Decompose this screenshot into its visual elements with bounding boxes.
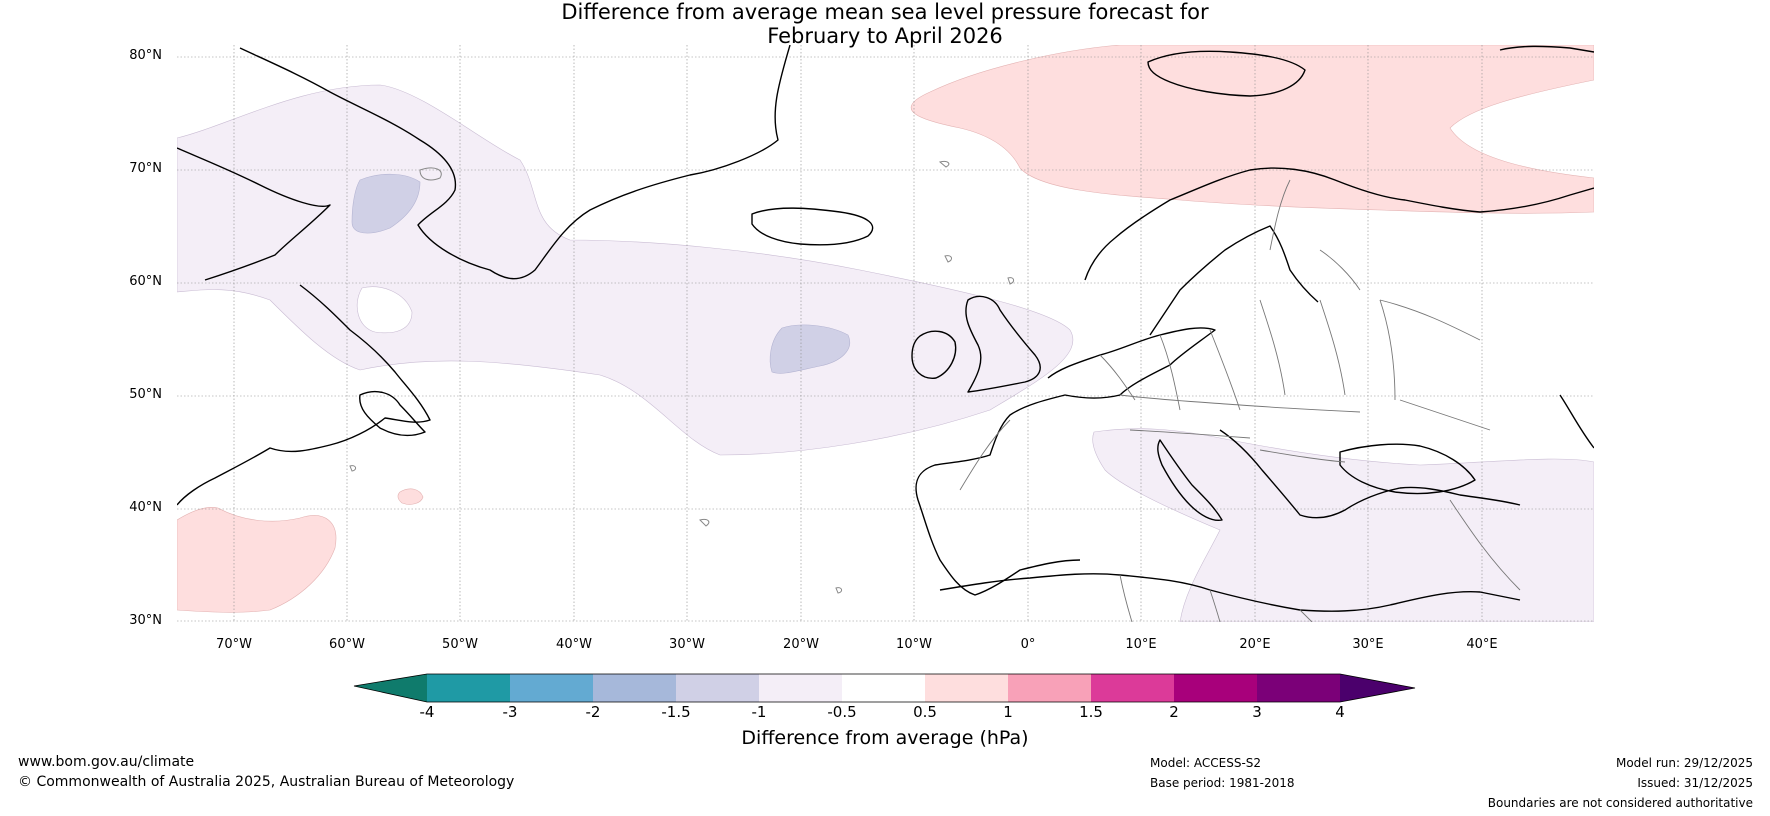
legend-swatch: [759, 674, 842, 702]
legend-swatch: [925, 674, 1008, 702]
lon-label: 20°E: [1239, 637, 1271, 652]
coast-novaya-zemlya: [1499, 45, 1594, 53]
country-borders: [959, 179, 1521, 622]
lon-label: 40°E: [1466, 637, 1498, 652]
legend-outline: [353, 673, 1416, 703]
coast-ireland: [911, 330, 957, 379]
anomaly-weak-negative-labrador: [351, 173, 421, 234]
coast-caspian-east: [1559, 394, 1594, 449]
legend-tick-label: 2: [1169, 703, 1179, 721]
legend-title: Difference from average (hPa): [741, 727, 1029, 749]
legend-tick-label: 1.5: [1079, 703, 1103, 721]
coast-scandinavia: [1084, 167, 1594, 281]
coast-newfoundland: [359, 390, 426, 437]
lat-label: 40°N: [129, 500, 162, 515]
lat-label: 60°N: [129, 274, 162, 289]
legend-tick-label: 4: [1335, 703, 1345, 721]
coast-greenland: [239, 45, 791, 280]
lon-label: 20°W: [783, 637, 819, 652]
footer-issued: Issued: 31/12/2025: [1637, 776, 1753, 790]
lon-label: 0°: [1020, 637, 1036, 652]
coast-iceland: [751, 207, 874, 246]
legend-swatch: [1008, 674, 1091, 702]
lon-label: 70°W: [216, 637, 252, 652]
minor-features: [349, 161, 1015, 594]
coast-svalbard: [1147, 50, 1306, 97]
map-frame: [177, 45, 1594, 622]
coast-great-britain: [965, 295, 1041, 393]
footer-model-run: Model run: 29/12/2025: [1615, 756, 1753, 770]
anomaly-positive-small-cell: [397, 488, 424, 505]
coast-black-sea: [1339, 443, 1476, 495]
lon-label: 50°W: [442, 637, 478, 652]
anomaly-negative-north-atlantic: [177, 84, 1074, 456]
legend-swatch: [593, 674, 676, 702]
graticule: [177, 45, 1594, 622]
footer-base-period: Base period: 1981-2018: [1150, 776, 1295, 790]
footer-disclaimer: Boundaries are not considered authoritat…: [1487, 796, 1753, 810]
lon-label: 60°W: [329, 637, 365, 652]
lon-label: 10°E: [1125, 637, 1157, 652]
anomaly-positive-subtropical-atlantic: [177, 507, 337, 613]
legend-swatch: [1174, 674, 1257, 702]
legend-tick-label: -3: [502, 703, 518, 721]
lon-label: 30°W: [669, 637, 705, 652]
legend-swatch: [676, 674, 759, 702]
anomaly-positive-arctic: [910, 45, 1594, 214]
legend-swatch-lower-extend: [354, 674, 427, 702]
legend-swatch: [842, 674, 925, 702]
legend-swatch-upper-extend: [1340, 674, 1415, 702]
legend-tick-label: -4: [419, 703, 435, 721]
legend-swatch: [1091, 674, 1174, 702]
lon-label: 30°E: [1352, 637, 1384, 652]
legend-tick-label: 0.5: [913, 703, 937, 721]
lat-label: 50°N: [129, 387, 162, 402]
lat-label: 80°N: [129, 48, 162, 63]
coast-sweden-baltic: [1149, 225, 1319, 336]
legend-colorbar: [353, 673, 1416, 703]
map-title: Difference from average mean sea level p…: [0, 0, 1770, 48]
legend-swatch: [510, 674, 593, 702]
footer-model: Model: ACCESS-S2: [1150, 756, 1262, 770]
footer-website: www.bom.gov.au/climate: [18, 754, 195, 770]
coast-labrador: [177, 284, 431, 506]
lon-label: 40°W: [556, 637, 592, 652]
lat-label: 70°N: [129, 161, 162, 176]
legend-tick-label: 1: [1003, 703, 1013, 721]
coastlines: [177, 45, 1594, 612]
lon-label: 10°W: [896, 637, 932, 652]
anomaly-negative-mediterranean: [1092, 428, 1594, 622]
lat-label: 30°N: [129, 613, 162, 628]
coast-balkans: [1219, 429, 1521, 519]
legend-tick-label: -1: [751, 703, 767, 721]
coast-italy: [1157, 439, 1223, 522]
anomaly-neutral-hole: [356, 286, 413, 334]
coast-baffin: [177, 147, 331, 281]
legend-tick-label: -0.5: [827, 703, 857, 721]
anomaly-weak-negative-north-atlantic: [769, 324, 850, 374]
coast-western-europe: [915, 327, 1216, 596]
legend-tick-label: 3: [1252, 703, 1262, 721]
title-line-1: Difference from average mean sea level p…: [561, 0, 1209, 24]
legend-swatch: [1257, 674, 1340, 702]
title-line-2: February to April 2026: [767, 24, 1003, 48]
legend-tick-label: -1.5: [661, 703, 691, 721]
legend-tick-label: -2: [585, 703, 601, 721]
legend-swatch: [427, 674, 510, 702]
footer-copyright: © Commonwealth of Australia 2025, Austra…: [18, 774, 515, 790]
